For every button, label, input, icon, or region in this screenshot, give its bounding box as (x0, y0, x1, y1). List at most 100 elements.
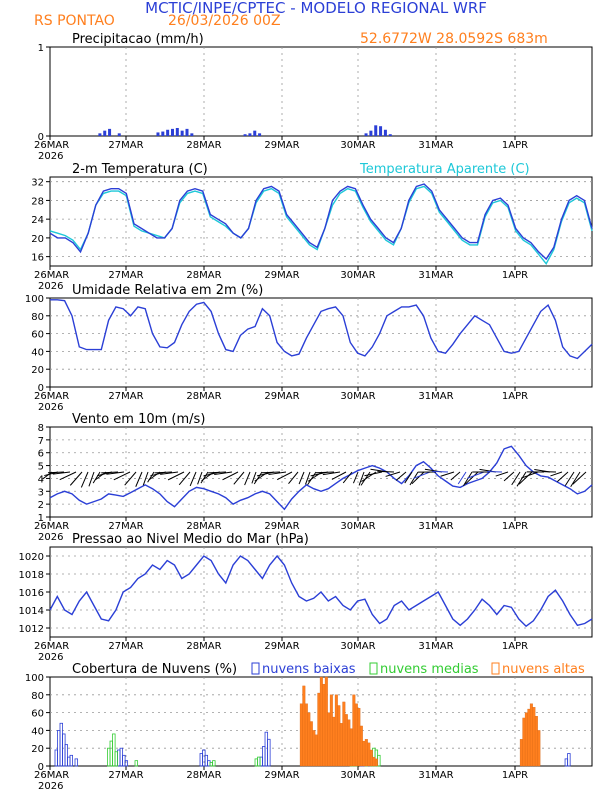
x-tick-label: 28MAR (186, 521, 221, 532)
x-tick-label: 30MAR (340, 641, 375, 652)
cloud-bar-high (344, 714, 348, 767)
precip-bar (185, 128, 189, 136)
x-tick-label: 31MAR (418, 270, 453, 281)
x-tick-label: 30MAR (340, 521, 375, 532)
precip-bar (258, 133, 262, 136)
cloud-bar-high (324, 676, 328, 767)
cloud-bar-mid (257, 756, 261, 767)
precip-bar (364, 133, 368, 136)
wind-arrow (88, 471, 95, 487)
cloud-bar-high (537, 730, 541, 767)
x-tick-label: 28MAR (186, 391, 221, 402)
cloud-bar-high (319, 676, 323, 767)
precip-bar (248, 133, 252, 136)
x-tick-label: 31MAR (418, 641, 453, 652)
precip-bar (117, 133, 121, 136)
x-tick-label: 27MAR (108, 270, 143, 281)
y-tick-label: 80 (31, 312, 44, 323)
precip-bar (98, 133, 102, 136)
wind-arrow (113, 471, 131, 481)
cloud-bar-low (64, 744, 69, 767)
cloud-bar-high (362, 740, 366, 767)
legend-swatch-high (491, 662, 500, 675)
cloud-bar-high (529, 703, 533, 767)
cloud-bar-high (339, 723, 343, 767)
wind-arrow (200, 471, 209, 484)
precip-bar (156, 132, 160, 136)
panel-title: Umidade Relativa em 2m (%) (72, 283, 263, 298)
cloud-bar-high (357, 708, 361, 767)
y-tick-label: 24 (31, 215, 44, 226)
cloud-bar-high (359, 725, 363, 767)
wind-arrows-group (42, 468, 587, 488)
wind-arrow (160, 471, 179, 475)
precip-bar (379, 126, 383, 136)
panel-2: 2-m Temperatura (C) 16 20 24 28 32 26MAR 27MAR 2… (31, 162, 593, 292)
wind-arrow (201, 471, 215, 482)
y-tick-label: 1 (38, 43, 44, 54)
x-tick-label: 1APR (502, 391, 528, 402)
wind-arrow (222, 471, 239, 481)
y-tick-label: 1016 (19, 588, 44, 599)
cloud-bar-high (532, 707, 536, 767)
wind-arrow (92, 471, 101, 484)
cloud-bar-mid (134, 760, 139, 767)
x-tick-label: 26MAR (34, 521, 69, 532)
precip-bar (175, 127, 179, 136)
wind-arrow (95, 471, 107, 481)
panel-title: Pressao ao Nivel Medio do Mar (hPa) (72, 532, 309, 547)
panel-frame (49, 176, 593, 267)
cloud-bar-high (329, 694, 333, 767)
cloud-bar-high (304, 703, 308, 767)
precip-bar (253, 130, 257, 136)
y-tick-label: 2 (38, 500, 44, 511)
cloud-bar-high (322, 683, 326, 767)
y-tick-label: 1 (38, 513, 44, 524)
panel-title: Precipitacao (mm/h) (72, 32, 204, 47)
precip-bar (103, 130, 107, 136)
wind-arrow (342, 471, 353, 484)
cloud-bar-low (567, 753, 571, 767)
wind-arrow (557, 471, 569, 482)
precip-bar (369, 130, 373, 136)
y-tick-label: 16 (31, 253, 44, 264)
cloud-bar-high (524, 712, 528, 767)
y-tick-label: 1020 (19, 552, 44, 563)
series-line-pressao (49, 554, 593, 628)
x-tick-label: 29MAR (264, 641, 299, 652)
x-year-label: 2026 (38, 652, 63, 663)
cloud-bar-high (527, 708, 531, 767)
panel-6: Cobertura de Nuvens (%) 0 20 40 60 80 100 26MAR… (25, 662, 593, 792)
x-tick-label: 27MAR (108, 641, 143, 652)
wind-arrow (550, 471, 563, 477)
cloud-bar-high (369, 749, 373, 767)
legend-apparent-temperature: Temperatura Aparente (C) (359, 162, 530, 177)
x-tick-label: 30MAR (340, 270, 375, 281)
y-tick-label: 60 (31, 330, 44, 341)
cloud-bar-high (372, 756, 376, 767)
wind-arrow (106, 471, 125, 475)
cloud-bar-high (299, 703, 303, 767)
precip-bar (388, 134, 392, 136)
wind-arrow (208, 471, 227, 474)
wind-arrow (268, 471, 287, 476)
x-tick-label: 26MAR (34, 140, 69, 151)
wind-arrow (52, 471, 71, 475)
wind-arrow (432, 470, 449, 473)
precip-bar (170, 128, 174, 136)
legend-label-mid: nuvens medias (380, 662, 479, 677)
wind-arrow (135, 471, 143, 487)
panel-4: Vento em 10m (m/s) 1 2 3 45 6 7 8 26MAR 27MAR 28MA… (34, 412, 593, 543)
cloud-bar-high (342, 701, 346, 767)
x-tick-label: 27MAR (108, 770, 143, 781)
panel-title: Cobertura de Nuvens (%) (72, 662, 237, 677)
panel-title: 2-m Temperatura (C) (72, 162, 208, 177)
wind-arrow (178, 471, 191, 486)
x-tick-label: 28MAR (186, 770, 221, 781)
wind-arrow (142, 471, 149, 486)
wind-arrow (411, 471, 425, 485)
cloud-bar-low (267, 738, 271, 767)
wind-arrow (572, 471, 587, 485)
y-tick-label: 0 (38, 383, 44, 394)
